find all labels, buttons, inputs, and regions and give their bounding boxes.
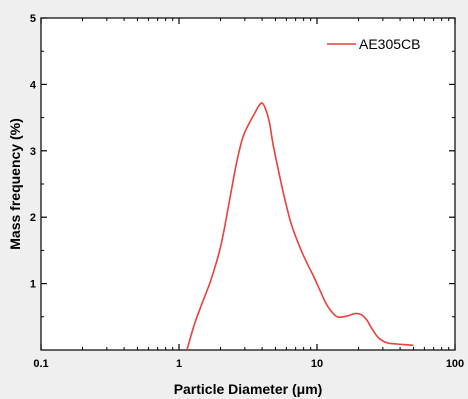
legend-label: AE305CB [359, 36, 420, 52]
series-line-0 [186, 102, 414, 351]
legend: AE305CB [327, 36, 420, 52]
y-tick-label: 3 [30, 146, 36, 158]
y-tick-label: 4 [30, 79, 37, 91]
x-axis-title: Particle Diameter (μm) [174, 381, 323, 397]
x-tick-label: 0.1 [33, 358, 48, 370]
x-tick-label: 10 [311, 358, 323, 370]
plot-area [40, 17, 456, 351]
y-tick-label: 5 [30, 13, 36, 25]
x-tick-label: 100 [446, 358, 464, 370]
x-tick-label: 1 [176, 358, 182, 370]
y-tick-label: 2 [30, 212, 36, 224]
series-layer [186, 102, 414, 351]
y-axis: 1 2 3 4 5 [30, 13, 455, 318]
y-axis-title: Mass frequency (%) [7, 118, 23, 249]
x-axis: 0.1 1 10 100 [33, 18, 464, 370]
y-tick-label: 1 [30, 279, 36, 291]
